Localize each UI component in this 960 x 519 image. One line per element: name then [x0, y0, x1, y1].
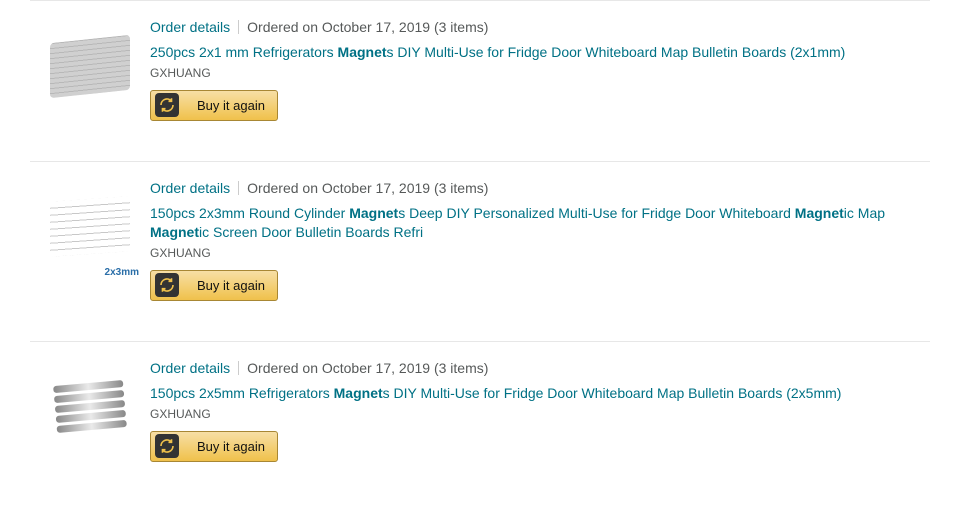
- buy-it-again-label: Buy it again: [197, 98, 265, 113]
- seller-name: GXHUANG: [150, 66, 930, 80]
- reload-icon: [155, 273, 179, 297]
- product-title-link[interactable]: 150pcs 2x5mm Refrigerators Magnets DIY M…: [150, 385, 841, 401]
- separator: [238, 361, 239, 375]
- ordered-on-text: Ordered on October 17, 2019 (3 items): [247, 180, 488, 196]
- product-thumbnail[interactable]: [45, 21, 135, 111]
- seller-name: GXHUANG: [150, 246, 930, 260]
- product-thumbnail[interactable]: [45, 362, 135, 452]
- buy-it-again-label: Buy it again: [197, 278, 265, 293]
- separator: [238, 181, 239, 195]
- order-item: Order details Ordered on October 17, 2019…: [30, 0, 930, 161]
- order-item: Order details Ordered on October 17, 2019…: [30, 341, 930, 502]
- reload-icon: [155, 93, 179, 117]
- product-title-link[interactable]: 250pcs 2x1 mm Refrigerators Magnets DIY …: [150, 44, 845, 60]
- product-thumbnail[interactable]: 2x3mm: [45, 182, 135, 272]
- order-details-link[interactable]: Order details: [150, 180, 230, 196]
- buy-it-again-button[interactable]: Buy it again: [150, 90, 278, 121]
- buy-it-again-button[interactable]: Buy it again: [150, 431, 278, 462]
- separator: [238, 20, 239, 34]
- ordered-on-text: Ordered on October 17, 2019 (3 items): [247, 360, 488, 376]
- order-item: 2x3mm Order details Ordered on October 17,…: [30, 161, 930, 341]
- thumb-dimension-label: 2x3mm: [105, 267, 139, 278]
- order-details-link[interactable]: Order details: [150, 360, 230, 376]
- buy-it-again-label: Buy it again: [197, 439, 265, 454]
- buy-it-again-button[interactable]: Buy it again: [150, 270, 278, 301]
- ordered-on-text: Ordered on October 17, 2019 (3 items): [247, 19, 488, 35]
- reload-icon: [155, 434, 179, 458]
- order-details-link[interactable]: Order details: [150, 19, 230, 35]
- seller-name: GXHUANG: [150, 407, 930, 421]
- product-title-link[interactable]: 150pcs 2x3mm Round Cylinder Magnets Deep…: [150, 205, 885, 240]
